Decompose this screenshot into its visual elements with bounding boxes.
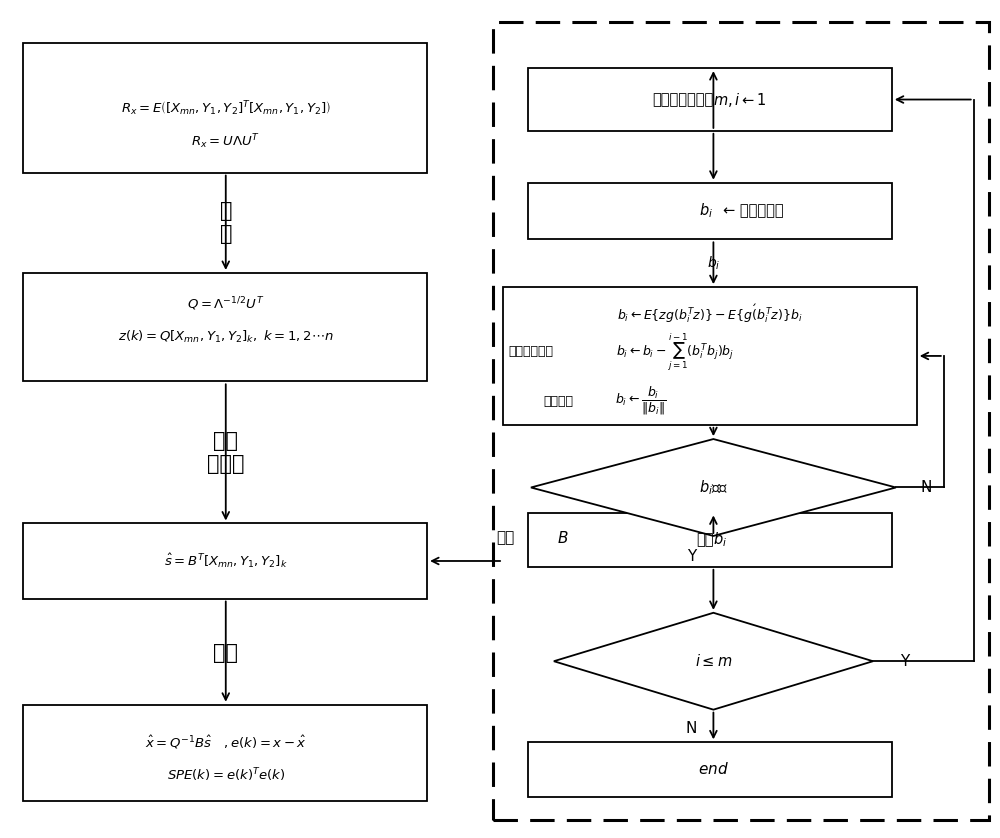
Text: $b_i \leftarrow E\{zg(b_i^Tz)\} - E\{g\'(b_i^Tz)\}b_i$: $b_i \leftarrow E\{zg(b_i^Tz)\} - E\{g\'… <box>617 303 803 325</box>
Text: 归一化，: 归一化， <box>543 395 573 408</box>
Text: $Q = \Lambda^{-1/2}U^T$: $Q = \Lambda^{-1/2}U^T$ <box>187 295 264 313</box>
Text: 矩阵: 矩阵 <box>496 530 514 545</box>
Text: N: N <box>920 480 932 495</box>
Text: $b_i$: $b_i$ <box>699 202 713 220</box>
Text: $b_i \leftarrow b_i - \sum_{j=1}^{i-1}(b_i^Tb_j)b_j$: $b_i \leftarrow b_i - \sum_{j=1}^{i-1}(b… <box>616 331 734 373</box>
FancyBboxPatch shape <box>23 524 427 598</box>
Text: $b_i$: $b_i$ <box>713 530 727 549</box>
FancyBboxPatch shape <box>528 742 892 797</box>
Polygon shape <box>531 439 896 536</box>
Text: $b_i \leftarrow \dfrac{b_i}{\|b_i\|}$: $b_i \leftarrow \dfrac{b_i}{\|b_i\|}$ <box>615 385 666 417</box>
Text: $\hat{s} = B^T[X_{mn},Y_1,Y_2]_k$: $\hat{s} = B^T[X_{mn},Y_1,Y_2]_k$ <box>164 552 288 570</box>
Text: 选择独立元个数: 选择独立元个数 <box>652 92 713 107</box>
Text: N: N <box>686 721 697 736</box>
FancyBboxPatch shape <box>23 705 427 800</box>
Polygon shape <box>554 613 873 710</box>
Text: $B$: $B$ <box>557 530 569 546</box>
Text: Y: Y <box>687 550 696 564</box>
Text: $b_i$收敛: $b_i$收敛 <box>699 478 728 497</box>
FancyBboxPatch shape <box>528 183 892 240</box>
Text: $\hat{x} = Q^{-1}B\hat{s}\quad,e(k) = x-\hat{x}$: $\hat{x} = Q^{-1}B\hat{s}\quad,e(k) = x-… <box>145 733 307 751</box>
Text: $R_x = E\left([X_{mn},Y_1,Y_2]^T[X_{mn},Y_1,Y_2]\right)$: $R_x = E\left([X_{mn},Y_1,Y_2]^T[X_{mn},… <box>121 99 331 117</box>
Text: $m,i\leftarrow 1$: $m,i\leftarrow 1$ <box>713 91 767 109</box>
FancyBboxPatch shape <box>528 68 892 131</box>
FancyBboxPatch shape <box>23 273 427 381</box>
Text: Y: Y <box>900 654 909 669</box>
Text: ← 单位模向量: ← 单位模向量 <box>723 204 784 219</box>
FancyBboxPatch shape <box>528 513 892 566</box>
FancyBboxPatch shape <box>23 43 427 173</box>
FancyBboxPatch shape <box>503 287 917 425</box>
Text: 白
化: 白 化 <box>220 201 232 245</box>
Text: $b_i$: $b_i$ <box>707 255 720 272</box>
Text: $end$: $end$ <box>698 762 729 778</box>
Text: 监控: 监控 <box>213 643 238 663</box>
Text: $z(k) = Q[X_{mn},Y_1,Y_2]_k,\ k=1,2\cdots n$: $z(k) = Q[X_{mn},Y_1,Y_2]_k,\ k=1,2\cdot… <box>118 329 334 345</box>
Text: 输出: 输出 <box>696 532 713 547</box>
Text: 执行正交化，: 执行正交化， <box>508 345 553 359</box>
Text: $SPE(k) = e(k)^T e(k)$: $SPE(k) = e(k)^T e(k)$ <box>167 767 285 784</box>
Text: $R_x = U\Lambda U^T$: $R_x = U\Lambda U^T$ <box>191 132 260 151</box>
Text: $i \leq m$: $i \leq m$ <box>695 653 732 670</box>
Text: 重构
独立元: 重构 独立元 <box>207 431 245 474</box>
